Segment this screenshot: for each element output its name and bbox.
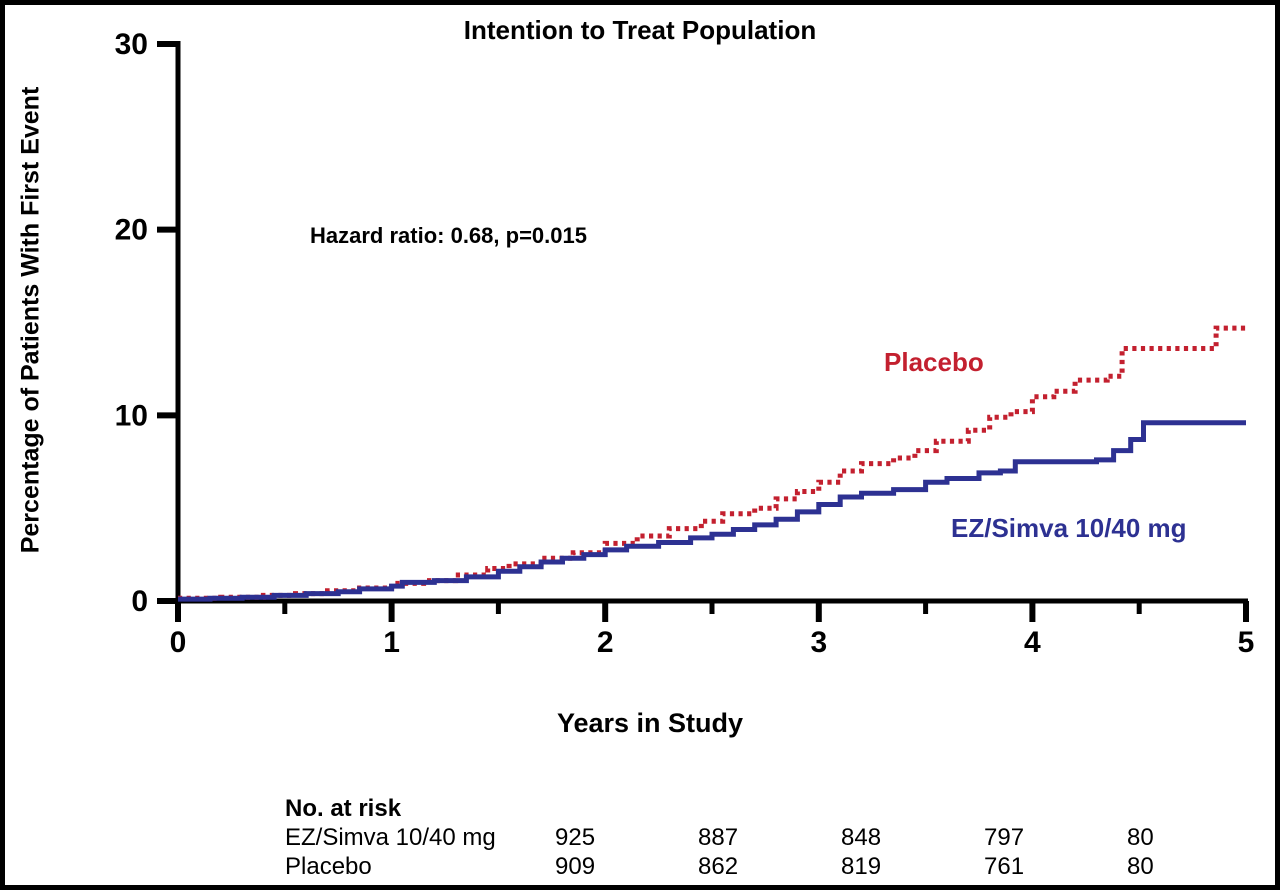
x-axis-title: Years in Study	[556, 708, 744, 738]
risk-row-label: EZ/Simva 10/40 mg	[285, 824, 496, 851]
x-tick-label: 3	[810, 626, 827, 659]
x-tick-label: 0	[170, 626, 187, 659]
risk-cell: 761	[984, 853, 1025, 880]
y-axis-title: Percentage of Patients With First Event	[16, 86, 45, 554]
risk-row-label: Placebo	[285, 853, 372, 880]
risk-table-row: Placebo 909 862 819 761 80	[285, 852, 1270, 881]
risk-table-header: No. at risk	[285, 795, 402, 822]
y-tick-label: 20	[115, 214, 148, 247]
ez-simva-curve	[178, 420, 1246, 602]
risk-cell: 819	[841, 853, 882, 880]
risk-cell: 862	[698, 853, 739, 880]
risk-table-row: EZ/Simva 10/40 mg 925 887 848 797 80	[285, 823, 1270, 852]
x-tick-label: 4	[1024, 626, 1041, 659]
y-tick-label: 30	[115, 28, 148, 61]
risk-cell: 797	[984, 824, 1025, 851]
risk-cell: 887	[698, 824, 739, 851]
risk-cell: 925	[555, 824, 596, 851]
risk-cell: 80	[1127, 824, 1154, 851]
risk-cell: 848	[841, 824, 882, 851]
y-tick-label: 0	[131, 585, 148, 618]
risk-cell: 909	[555, 853, 596, 880]
risk-cell: 80	[1127, 853, 1154, 880]
chart-title: Intention to Treat Population	[463, 15, 817, 45]
x-tick-label: 1	[383, 626, 400, 659]
risk-table: No. at risk EZ/Simva 10/40 mg 925 887 84…	[285, 794, 1270, 881]
placebo-curve-label: Placebo	[884, 347, 984, 377]
x-tick-label: 2	[597, 626, 614, 659]
y-tick-label: 10	[115, 399, 148, 432]
hazard-ratio-annotation: Hazard ratio: 0.68, p=0.015	[310, 223, 587, 248]
ez-simva-curve-label: EZ/Simva 10/40 mg	[951, 513, 1187, 543]
x-tick-label: 5	[1238, 626, 1255, 659]
